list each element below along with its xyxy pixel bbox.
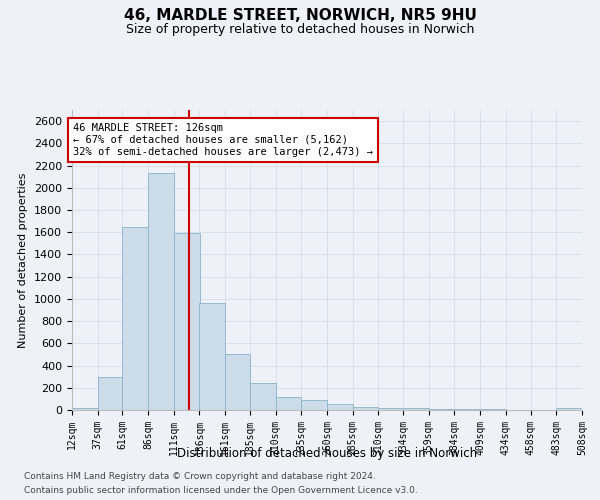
Bar (379, 408, 403, 410)
Bar (148, 174, 174, 410)
Text: Distribution of detached houses by size in Norwich: Distribution of detached houses by size … (177, 448, 477, 460)
Text: Contains HM Land Registry data © Crown copyright and database right 2024.: Contains HM Land Registry data © Crown c… (24, 472, 376, 481)
Bar (122, 226, 148, 410)
Bar (72, 408, 98, 410)
Text: Contains public sector information licensed under the Open Government Licence v3: Contains public sector information licen… (24, 486, 418, 495)
Text: 46 MARDLE STREET: 126sqm
← 67% of detached houses are smaller (5,162)
32% of sem: 46 MARDLE STREET: 126sqm ← 67% of detach… (73, 124, 373, 156)
Bar (403, 408, 429, 410)
Text: 46, MARDLE STREET, NORWICH, NR5 9HU: 46, MARDLE STREET, NORWICH, NR5 9HU (124, 8, 476, 22)
Bar (225, 354, 250, 410)
Bar (250, 383, 275, 410)
Bar (174, 234, 199, 410)
Bar (301, 400, 327, 410)
Bar (353, 407, 379, 410)
Bar (556, 408, 582, 410)
Bar (98, 377, 122, 410)
Bar (199, 304, 225, 410)
Bar (327, 404, 353, 410)
Bar (429, 409, 455, 410)
Text: Size of property relative to detached houses in Norwich: Size of property relative to detached ho… (126, 22, 474, 36)
Bar (455, 409, 480, 410)
Y-axis label: Number of detached properties: Number of detached properties (19, 172, 28, 348)
Bar (275, 396, 301, 410)
